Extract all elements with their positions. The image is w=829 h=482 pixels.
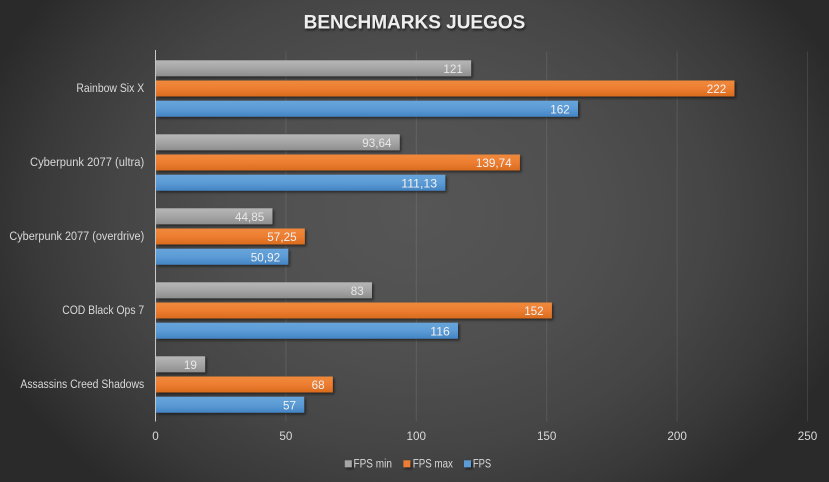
svg-text:50,92: 50,92 <box>251 250 280 264</box>
svg-text:BENCHMARKS JUEGOS: BENCHMARKS JUEGOS <box>304 13 526 34</box>
svg-text:100: 100 <box>407 429 427 443</box>
svg-text:57: 57 <box>283 398 296 412</box>
svg-text:139,74: 139,74 <box>476 156 512 170</box>
svg-text:Rainbow Six X: Rainbow Six X <box>76 81 144 95</box>
svg-text:116: 116 <box>430 324 450 338</box>
svg-text:68: 68 <box>312 378 325 392</box>
svg-text:44,85: 44,85 <box>235 210 264 224</box>
svg-text:FPS min: FPS min <box>354 456 393 470</box>
svg-text:FPS: FPS <box>473 456 491 470</box>
svg-text:FPS max: FPS max <box>413 456 454 470</box>
svg-text:Cyberpunk 2077 (overdrive): Cyberpunk 2077 (overdrive) <box>9 229 144 243</box>
svg-text:152: 152 <box>524 304 544 318</box>
svg-text:Assassins Creed Shadows: Assassins Creed Shadows <box>20 377 144 391</box>
svg-text:250: 250 <box>798 429 818 443</box>
svg-text:222: 222 <box>707 82 727 96</box>
svg-text:150: 150 <box>537 429 557 443</box>
svg-text:COD Black Ops 7: COD Black Ops 7 <box>62 303 144 317</box>
svg-text:83: 83 <box>351 284 364 298</box>
svg-text:162: 162 <box>550 102 570 116</box>
svg-text:19: 19 <box>184 358 197 372</box>
svg-text:57,25: 57,25 <box>267 230 296 244</box>
svg-text:Cyberpunk 2077 (ultra): Cyberpunk 2077 (ultra) <box>30 155 144 169</box>
svg-text:50: 50 <box>279 429 292 443</box>
svg-text:121: 121 <box>443 62 463 76</box>
svg-text:111,13: 111,13 <box>401 176 437 190</box>
svg-text:200: 200 <box>667 429 687 443</box>
svg-text:0: 0 <box>152 429 159 443</box>
svg-text:93,64: 93,64 <box>362 136 391 150</box>
